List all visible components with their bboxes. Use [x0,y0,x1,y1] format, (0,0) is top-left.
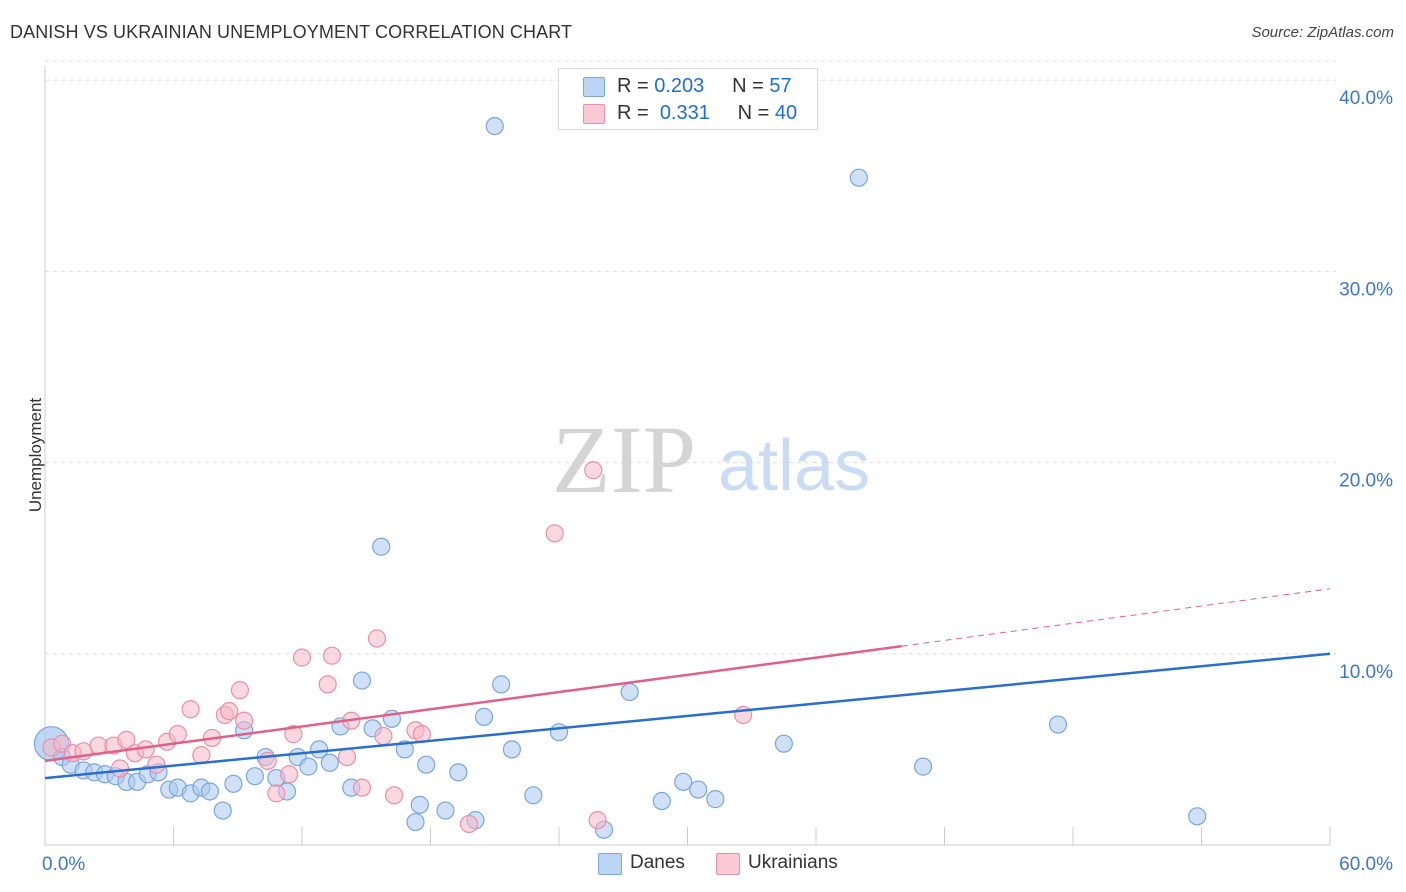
point-ukrainians-38 [588,811,607,830]
tick-labels: 10.0% 20.0% 30.0% 40.0% 0.0% 60.0% [42,88,1393,875]
point-danes-51 [706,790,725,809]
y-tick-label-0: 10.0% [1339,662,1393,683]
point-danes-19 [245,767,264,786]
point-ukrainians-31 [374,726,393,746]
point-ukrainians-17 [220,702,239,721]
watermark-zip: ZIP [552,406,696,513]
point-danes-24 [299,757,318,776]
point-ukrainians-6 [110,759,130,778]
point-danes-40 [474,707,494,726]
point-danes-48 [652,791,671,811]
point-danes-56 [1188,807,1207,826]
point-ukrainians-36 [545,524,564,543]
point-danes-35 [410,795,429,814]
point-ukrainians-21 [267,784,286,803]
point-danes-41 [485,116,504,136]
trend-line-danes [44,652,1331,780]
trend-line-ukrainians-extension [901,588,1331,647]
legend-swatch-danes [583,77,605,97]
point-ukrainians-23 [284,725,303,744]
y-tick-label-2: 30.0% [1339,279,1393,300]
point-danes-33 [395,740,414,759]
point-danes-43 [502,740,521,759]
point-danes-25 [310,740,329,759]
point-danes-16 [213,801,232,820]
point-danes-53 [849,168,868,187]
point-danes-37 [436,801,455,820]
point-danes-38 [449,763,468,782]
x-tick-label-1: 60.0% [1339,854,1393,875]
point-danes-42 [492,675,511,694]
point-ukrainians-7 [117,730,136,749]
point-ukrainians-12 [168,725,187,744]
legend-n-value-ukrainians: 40 [774,102,798,124]
point-ukrainians-25 [318,675,337,694]
point-danes-29 [352,671,372,690]
legend-r-value-danes: 0.203 [654,75,705,97]
point-ukrainians-18 [230,681,249,700]
legend-n-value-danes: 57 [769,75,792,97]
legend-label-ukrainians: Ukrainians [748,852,838,873]
watermark-atlas: atlas [718,426,870,506]
point-danes-15 [200,782,220,801]
point-danes-49 [674,772,693,792]
point-ukrainians-26 [322,646,342,665]
point-danes-36 [417,755,436,774]
point-ukrainians-10 [147,755,166,774]
legend-r-label-ukrainians: R = [617,102,649,124]
point-ukrainians-19 [235,711,254,730]
point-danes-45 [549,723,569,742]
legend-n-label-danes: N = [732,75,764,97]
point-ukrainians-29 [352,778,372,797]
point-ukrainians-27 [337,747,357,767]
point-ukrainians-35 [459,814,479,834]
point-danes-55 [1048,715,1068,734]
legend-label-danes: Danes [630,852,685,873]
legend-swatch-ukrainians [583,104,605,124]
chart-title: DANISH VS UKRAINIAN UNEMPLOYMENT CORRELA… [10,22,573,42]
point-danes-17 [224,774,243,793]
point-ukrainians-30 [367,629,387,648]
point-danes-52 [774,734,793,753]
series-legend: Danes Ukrainians [0,852,1406,878]
point-ukrainians-13 [181,700,200,719]
point-danes-31 [372,537,391,556]
point-danes-54 [913,757,933,776]
legend-n-label-ukrainians: N = [737,102,770,124]
point-danes-34 [406,812,425,832]
point-ukrainians-14 [192,746,211,765]
point-danes-47 [620,682,639,702]
point-danes-26 [320,753,339,772]
watermark: ZIP atlas [552,406,870,513]
point-ukrainians-22 [280,765,299,784]
point-ukrainians-24 [292,648,312,667]
correlation-legend: R = 0.203 N = 57 R = 0.331 N = 40 [558,68,818,130]
point-ukrainians-32 [384,786,404,805]
points [33,116,1207,839]
trend-line-ukrainians [44,644,902,763]
point-danes-44 [524,786,543,805]
legend-r-label-danes: R = [617,75,649,97]
x-tick-label-0: 0.0% [42,854,85,875]
point-danes-50 [689,780,708,799]
legend-swatch-ukrainians-bottom [716,853,740,875]
source-label: Source: ZipAtlas.com [1251,24,1394,41]
point-ukrainians-37 [584,461,603,480]
y-tick-label-1: 20.0% [1339,471,1393,492]
gridlines [45,60,1336,655]
legend-swatch-danes-bottom [598,853,622,875]
axes [44,66,1331,846]
legend-r-value-ukrainians: 0.331 [659,102,710,124]
y-tick-label-3: 40.0% [1339,88,1393,109]
trend-lines [44,588,1331,780]
